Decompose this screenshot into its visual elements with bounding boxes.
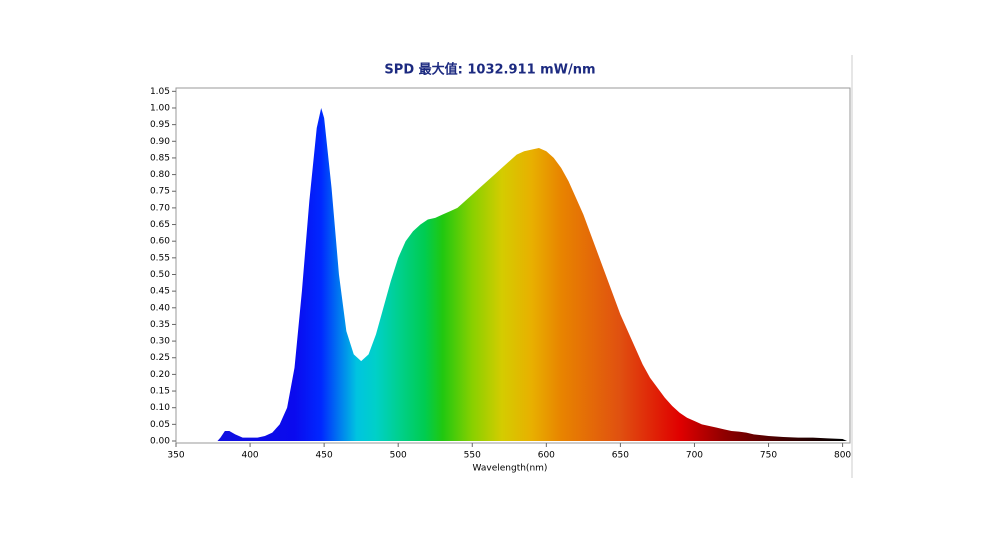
y-tick-label: 0.95 (150, 120, 170, 130)
x-tick-label: 600 (538, 451, 555, 461)
chart-title: SPD 最大值: 1032.911 mW/nm (384, 62, 595, 78)
y-tick-label: 0.45 (150, 287, 170, 297)
y-tick-label: 0.80 (150, 170, 170, 180)
x-tick-label: 500 (390, 451, 407, 461)
y-tick-label: 0.40 (150, 303, 170, 313)
y-tick-label: 0.50 (150, 270, 170, 280)
y-tick-label: 0.70 (150, 203, 170, 213)
y-tick-label: 0.10 (150, 403, 170, 413)
x-tick-label: 450 (316, 451, 333, 461)
y-tick-label: 0.75 (150, 187, 170, 197)
x-tick-label: 700 (686, 451, 703, 461)
y-tick-label: 0.15 (150, 387, 170, 397)
y-tick-label: 0.25 (150, 353, 170, 363)
y-tick-label: 0.60 (150, 237, 170, 247)
y-tick-label: 1.00 (150, 103, 170, 113)
y-tick-label: 0.85 (150, 153, 170, 163)
x-axis-label: Wavelength(nm) (473, 464, 548, 474)
plot-frame (175, 87, 851, 444)
y-tick-label: 0.05 (150, 420, 170, 430)
y-tick-label: 0.90 (150, 137, 170, 147)
y-tick-label: 0.00 (150, 437, 170, 447)
y-tick-label: 0.35 (150, 320, 170, 330)
x-tick-label: 750 (760, 451, 777, 461)
y-tick-label: 1.05 (150, 87, 170, 97)
x-tick-label: 550 (464, 451, 481, 461)
y-tick-label: 0.20 (150, 370, 170, 380)
x-tick-label: 400 (241, 451, 258, 461)
spectrum-area (176, 107, 848, 441)
x-tick-label: 350 (167, 451, 184, 461)
x-tick-label: 650 (612, 451, 629, 461)
y-tick-label: 0.30 (150, 337, 170, 347)
x-tick-label: 800 (834, 451, 851, 461)
y-tick-label: 0.65 (150, 220, 170, 230)
y-tick-label: 0.55 (150, 253, 170, 263)
